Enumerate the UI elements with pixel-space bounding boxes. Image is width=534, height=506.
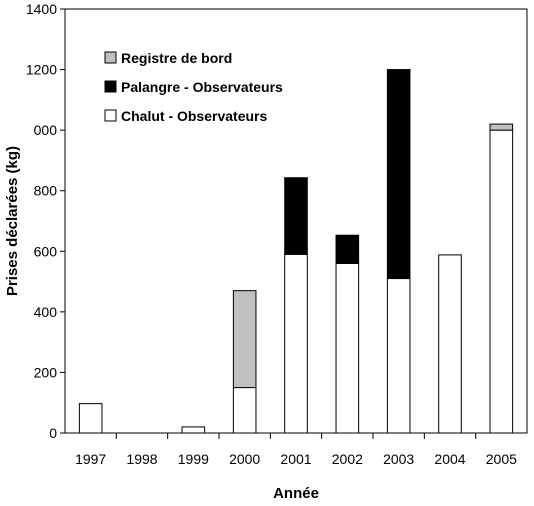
bars-layer [78, 69, 514, 434]
bar-2002-series-1 [335, 234, 360, 264]
y-tick-label: 400 [34, 304, 58, 320]
legend-label: Palangre - Observateurs [121, 79, 283, 95]
x-tick-label: 2002 [332, 451, 363, 467]
bar-2005-series-2 [489, 123, 514, 131]
plot-frame [64, 8, 528, 434]
y-tick-label: 0 [49, 425, 57, 441]
y-tick-label: 1200 [26, 62, 57, 78]
bar-2001-series-1 [284, 177, 308, 255]
legend-swatch [104, 80, 117, 93]
x-tick-label: 2003 [383, 451, 414, 467]
bar-2005-series-0 [489, 129, 514, 434]
legend-swatch [104, 51, 117, 64]
y-tick-label: 600 [34, 243, 58, 259]
legend-label: Registre de bord [121, 50, 232, 66]
x-axis-title: Année [273, 485, 319, 502]
y-tick-label: 800 [34, 183, 58, 199]
axes-layer [60, 8, 528, 439]
x-tick-label: 1997 [75, 451, 106, 467]
legend-label: Chalut - Observateurs [121, 108, 267, 124]
y-axis-title: Prises déclarées (kg) [4, 146, 21, 296]
bar-1999-series-0 [181, 426, 206, 434]
x-tick-label: 2005 [486, 451, 517, 467]
tick-labels-layer: 0 200 400 600 800 000 1200 1400 1997 1998 1999 2000… [26, 1, 517, 467]
y-tick-label: 000 [34, 122, 58, 138]
bar-1997-series-0 [78, 403, 103, 434]
bar-2002-series-0 [335, 262, 360, 434]
x-tick-label: 1999 [178, 451, 209, 467]
bar-2000-series-2 [232, 290, 257, 389]
y-tick-label: 200 [34, 364, 58, 380]
bar-2001-series-0 [284, 253, 308, 434]
bar-2003-series-1 [386, 69, 411, 280]
bar-2004-series-0 [438, 254, 462, 434]
bar-2003-series-0 [386, 278, 411, 434]
x-tick-label: 1998 [126, 451, 157, 467]
x-tick-label: 2001 [280, 451, 311, 467]
legend: Registre de bord Palangre - Observateurs C… [104, 50, 283, 124]
y-tick-label: 1400 [26, 1, 57, 17]
legend-swatch [104, 109, 117, 122]
bar-2000-series-0 [232, 387, 257, 434]
x-tick-label: 2000 [229, 451, 260, 467]
x-tick-label: 2004 [434, 451, 465, 467]
